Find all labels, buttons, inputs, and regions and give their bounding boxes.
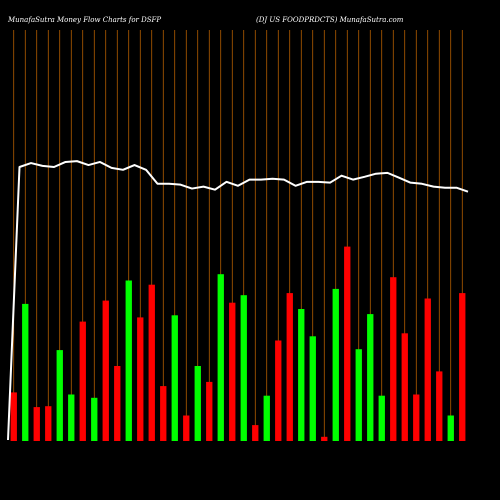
flow-bar-11: [125, 280, 132, 441]
line-layer: [7, 160, 469, 441]
flow-bar-2: [22, 303, 29, 441]
flow-bar-22: [252, 425, 259, 441]
flow-bar-38: [436, 371, 443, 441]
flow-bar-13: [148, 284, 155, 441]
flow-bar-36: [413, 394, 420, 441]
bar-layer: [10, 246, 466, 441]
flow-bar-37: [424, 298, 431, 441]
flow-bar-17: [194, 366, 201, 441]
flow-bar-14: [160, 386, 167, 441]
flow-bar-23: [263, 395, 270, 441]
flow-bar-8: [91, 397, 98, 441]
flow-bar-3: [33, 407, 40, 441]
flow-bar-28: [321, 436, 328, 441]
flow-bar-7: [79, 321, 86, 441]
flow-bar-32: [367, 314, 374, 441]
chart-header-right: (DJ US FOODPRDCTS) MunafaSutra.com: [256, 16, 404, 24]
flow-bar-27: [309, 336, 316, 441]
flow-bar-18: [206, 381, 213, 441]
flow-bar-33: [378, 395, 385, 441]
flow-bar-4: [45, 406, 52, 441]
flow-bar-29: [332, 288, 339, 441]
flow-bar-34: [390, 277, 397, 441]
flow-bar-6: [68, 394, 75, 441]
flow-bar-15: [171, 315, 178, 441]
flow-bar-19: [217, 274, 224, 441]
flow-bar-26: [298, 309, 305, 441]
flow-bar-20: [229, 302, 236, 441]
flow-bar-10: [114, 366, 121, 441]
flow-bar-9: [102, 300, 109, 441]
flow-bar-21: [240, 295, 247, 441]
chart-header-left: MunafaSutra Money Flow Charts for DSFP: [7, 16, 161, 24]
flow-bar-25: [286, 293, 293, 441]
flow-bar-31: [355, 349, 362, 441]
flow-bar-1: [10, 392, 17, 441]
flow-bar-39: [447, 415, 454, 441]
flow-bar-16: [183, 415, 190, 441]
flow-bar-5: [56, 350, 63, 441]
flow-bar-12: [137, 317, 144, 441]
money-flow-line: [7, 160, 469, 441]
flow-bar-24: [275, 340, 282, 441]
flow-bar-35: [401, 333, 408, 441]
flow-bar-30: [344, 246, 351, 441]
flow-bar-40: [459, 293, 466, 441]
